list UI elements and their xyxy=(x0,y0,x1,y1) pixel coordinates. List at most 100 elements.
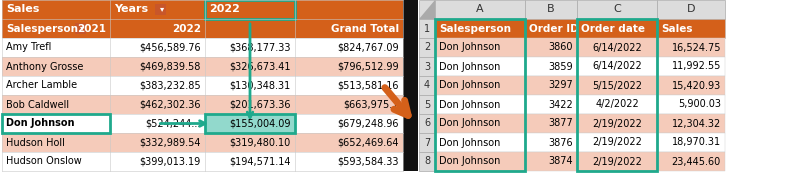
Text: 2022: 2022 xyxy=(172,24,201,33)
Text: Don Johnson: Don Johnson xyxy=(439,118,500,128)
Text: Don Johnson: Don Johnson xyxy=(439,80,500,90)
Text: $456,589.76: $456,589.76 xyxy=(139,42,201,52)
Bar xyxy=(577,133,657,152)
Bar xyxy=(657,133,725,152)
Text: ▾: ▾ xyxy=(160,5,164,14)
Text: $383,232.85: $383,232.85 xyxy=(139,80,201,90)
Bar xyxy=(205,19,295,38)
Bar xyxy=(205,114,295,133)
Text: Years: Years xyxy=(114,5,148,14)
Text: Don Johnson: Don Johnson xyxy=(439,42,500,52)
Text: 23,445.60: 23,445.60 xyxy=(672,156,721,166)
Text: 15,420.93: 15,420.93 xyxy=(672,80,721,90)
Bar xyxy=(110,114,205,133)
Bar xyxy=(419,95,435,114)
Text: 2/19/2022: 2/19/2022 xyxy=(592,118,642,128)
Text: $399,013.19: $399,013.19 xyxy=(140,156,201,166)
Bar xyxy=(657,19,725,38)
Bar xyxy=(205,0,295,19)
Bar xyxy=(295,152,403,171)
Text: B: B xyxy=(547,5,555,14)
Text: Archer Lamble: Archer Lamble xyxy=(6,80,77,90)
Bar xyxy=(419,152,435,171)
Bar xyxy=(205,0,295,19)
Text: 16,524.75: 16,524.75 xyxy=(671,42,721,52)
Text: $368,177.33: $368,177.33 xyxy=(230,42,291,52)
Bar xyxy=(525,76,577,95)
Bar xyxy=(577,95,657,114)
Bar xyxy=(419,76,435,95)
Text: 5,900.03: 5,900.03 xyxy=(678,99,721,109)
Text: $796,512.99: $796,512.99 xyxy=(338,61,399,71)
Bar xyxy=(2,152,110,171)
Bar xyxy=(110,76,205,95)
Bar xyxy=(110,95,205,114)
Text: $326,673.41: $326,673.41 xyxy=(230,61,291,71)
Bar xyxy=(435,114,525,133)
Bar xyxy=(525,95,577,114)
Bar xyxy=(525,114,577,133)
Text: 3874: 3874 xyxy=(548,156,573,166)
Bar xyxy=(525,0,577,19)
Bar xyxy=(205,57,295,76)
Bar xyxy=(657,38,725,57)
Polygon shape xyxy=(419,0,435,19)
Text: $469,839.58: $469,839.58 xyxy=(140,61,201,71)
Text: C: C xyxy=(613,5,621,14)
Text: 18,970.31: 18,970.31 xyxy=(672,137,721,147)
Bar xyxy=(657,114,725,133)
Bar xyxy=(419,0,435,19)
Text: Don Johnson: Don Johnson xyxy=(439,156,500,166)
Text: $593,584.33: $593,584.33 xyxy=(338,156,399,166)
Text: 11,992.55: 11,992.55 xyxy=(672,61,721,71)
Bar xyxy=(577,114,657,133)
Bar xyxy=(110,19,205,38)
Text: 3297: 3297 xyxy=(548,80,573,90)
Bar xyxy=(577,76,657,95)
Text: Salesperson: Salesperson xyxy=(6,24,78,33)
Text: 3876: 3876 xyxy=(548,137,573,147)
Text: 4: 4 xyxy=(424,80,430,90)
Bar xyxy=(2,76,110,95)
Bar xyxy=(110,38,205,57)
Text: $332,989.54: $332,989.54 xyxy=(139,137,201,147)
Bar xyxy=(2,95,110,114)
Bar xyxy=(205,38,295,57)
Bar xyxy=(110,57,205,76)
Text: Order ID: Order ID xyxy=(529,24,578,33)
Bar xyxy=(435,133,525,152)
Bar xyxy=(525,152,577,171)
Bar xyxy=(2,57,110,76)
Text: Order date: Order date xyxy=(581,24,645,33)
Bar xyxy=(525,38,577,57)
Text: $201,673.36: $201,673.36 xyxy=(230,99,291,109)
Bar xyxy=(205,152,295,171)
Bar xyxy=(205,95,295,114)
Text: 7: 7 xyxy=(424,137,430,147)
Bar xyxy=(435,0,525,19)
Bar xyxy=(205,76,295,95)
Text: 6: 6 xyxy=(424,118,430,128)
Text: 2/19/2022: 2/19/2022 xyxy=(592,156,642,166)
Text: Anthony Grosse: Anthony Grosse xyxy=(6,61,83,71)
Bar xyxy=(403,0,418,171)
Bar xyxy=(419,38,435,57)
Bar xyxy=(577,152,657,171)
Text: 6/14/2022: 6/14/2022 xyxy=(592,61,642,71)
Bar xyxy=(435,38,525,57)
Bar xyxy=(419,19,435,38)
Bar xyxy=(295,114,403,133)
Text: 3859: 3859 xyxy=(548,61,573,71)
Bar xyxy=(435,19,525,38)
Text: $679,248.96: $679,248.96 xyxy=(338,118,399,128)
Bar xyxy=(295,0,403,19)
Bar xyxy=(435,76,525,95)
Text: 3422: 3422 xyxy=(548,99,573,109)
Text: $513,581.16: $513,581.16 xyxy=(338,80,399,90)
Text: 8: 8 xyxy=(424,156,430,166)
Bar xyxy=(419,114,435,133)
Text: Sales: Sales xyxy=(661,24,693,33)
Text: D: D xyxy=(686,5,695,14)
Bar xyxy=(577,38,657,57)
Text: 2022: 2022 xyxy=(209,5,240,14)
